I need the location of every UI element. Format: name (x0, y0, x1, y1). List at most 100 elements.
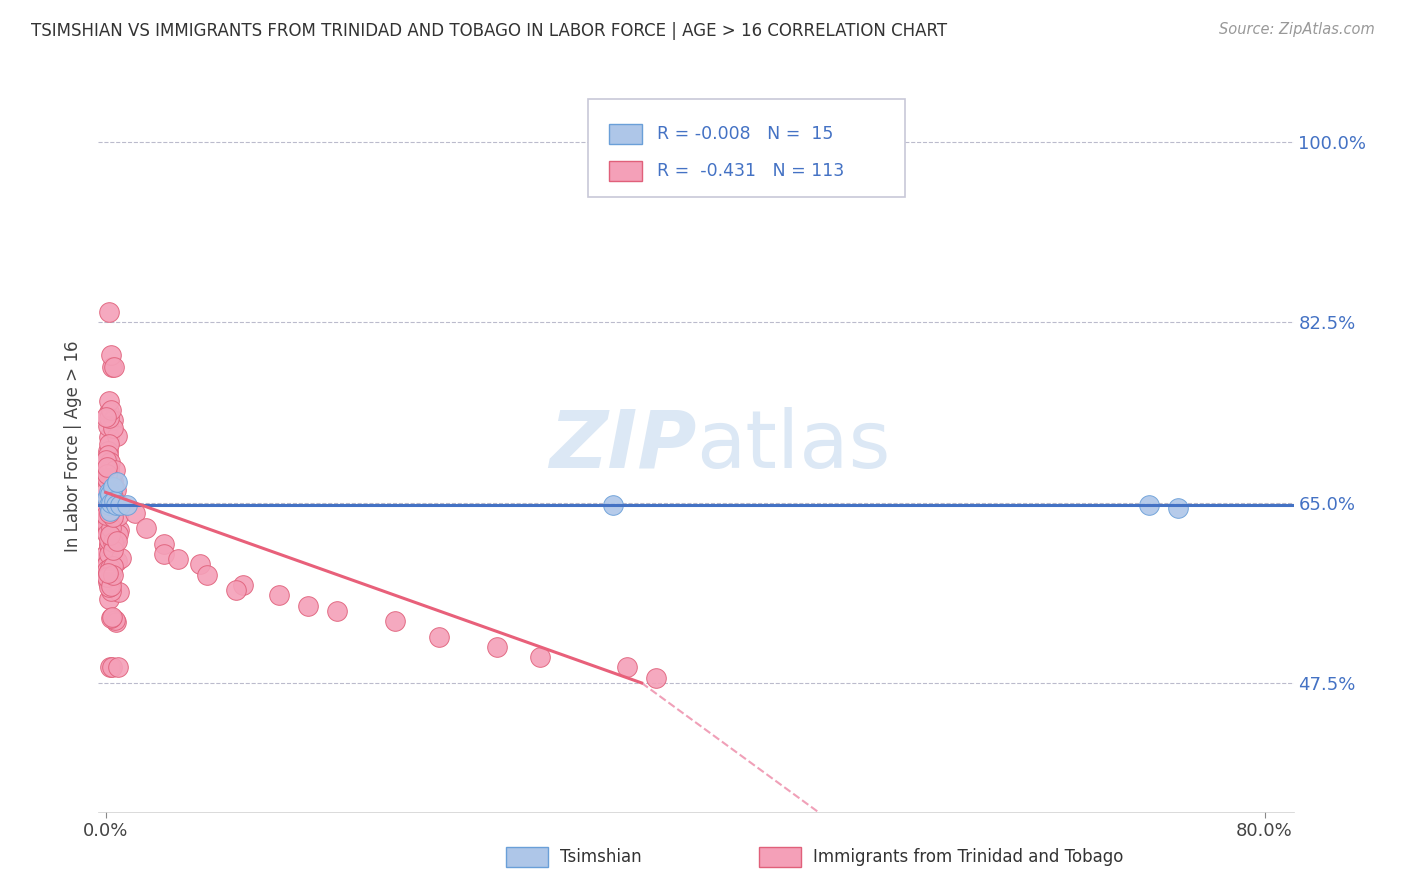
Point (232, 578, 254, 592)
Point (98, 487, 121, 501)
Point (97, 575, 120, 590)
Point (100, 564, 122, 578)
Point (97, 581, 120, 595)
Point (97, 497, 120, 511)
Point (97, 513, 120, 527)
Point (98, 411, 121, 425)
Point (100, 502, 122, 516)
Point (96, 513, 118, 527)
Point (98, 517, 121, 532)
Point (101, 421, 124, 435)
Point (135, 521, 157, 535)
Point (100, 579, 122, 593)
Point (98, 532, 121, 546)
Point (105, 524, 128, 539)
Point (96, 410, 118, 425)
Point (107, 509, 129, 524)
Point (96, 508, 118, 522)
Point (96, 500, 118, 515)
Point (98, 394, 121, 409)
Point (96, 453, 118, 467)
Point (97, 498, 120, 512)
Point (98, 660, 121, 674)
Point (108, 498, 131, 512)
Point (104, 533, 127, 548)
Point (97, 473, 120, 487)
Point (101, 480, 124, 494)
Point (269, 588, 291, 602)
Text: R =  -0.431   N = 113: R = -0.431 N = 113 (657, 161, 844, 180)
Point (602, 498, 624, 512)
Point (96, 558, 118, 572)
Point (297, 599, 319, 613)
Point (101, 360, 124, 375)
Point (97, 448, 120, 462)
Point (100, 348, 122, 362)
Point (124, 506, 146, 520)
Point (100, 471, 122, 485)
Point (98, 591, 121, 606)
Point (101, 558, 124, 573)
Point (97, 437, 120, 451)
Point (101, 518, 124, 533)
Point (107, 527, 129, 541)
Point (96, 547, 118, 561)
Text: R = -0.008   N =  15: R = -0.008 N = 15 (657, 125, 832, 144)
Point (107, 585, 129, 599)
Text: ZIP: ZIP (548, 407, 696, 485)
Point (97, 567, 120, 582)
Point (105, 615, 128, 629)
Point (101, 413, 124, 427)
Point (97, 506, 120, 520)
Point (103, 360, 125, 375)
Point (101, 609, 124, 624)
Point (96, 517, 118, 532)
Point (100, 584, 122, 599)
FancyBboxPatch shape (609, 161, 643, 181)
Point (384, 614, 406, 628)
Point (97, 430, 120, 444)
Point (96, 570, 118, 584)
Point (100, 496, 122, 510)
Text: Immigrants from Trinidad and Tobago: Immigrants from Trinidad and Tobago (813, 848, 1123, 866)
Point (152, 547, 174, 561)
Point (117, 498, 139, 512)
Point (97, 566, 120, 581)
Point (101, 474, 124, 488)
Point (97, 547, 120, 561)
Point (645, 671, 668, 685)
FancyBboxPatch shape (589, 99, 905, 197)
Point (100, 498, 122, 512)
Point (529, 650, 551, 665)
Point (96, 527, 118, 541)
Point (100, 402, 122, 417)
Point (104, 500, 127, 514)
Point (108, 523, 131, 537)
Y-axis label: In Labor Force | Age > 16: In Labor Force | Age > 16 (65, 340, 83, 552)
Point (326, 604, 349, 618)
Point (97, 305, 120, 319)
Point (97, 533, 120, 547)
Point (98, 538, 121, 552)
Point (101, 509, 124, 524)
Point (105, 475, 128, 489)
Point (96, 563, 118, 577)
Point (105, 428, 128, 442)
Point (97, 553, 120, 567)
Point (96, 472, 118, 486)
Point (100, 527, 122, 541)
Point (104, 483, 127, 498)
Point (100, 521, 122, 535)
Point (101, 543, 124, 558)
Point (98, 561, 121, 575)
Point (485, 640, 508, 654)
Point (110, 551, 132, 566)
Point (96, 515, 118, 529)
Point (100, 660, 122, 674)
Point (427, 630, 450, 644)
Point (107, 660, 129, 674)
Point (1137, 498, 1160, 512)
Point (105, 533, 128, 548)
Point (103, 493, 125, 508)
Point (98, 462, 121, 476)
